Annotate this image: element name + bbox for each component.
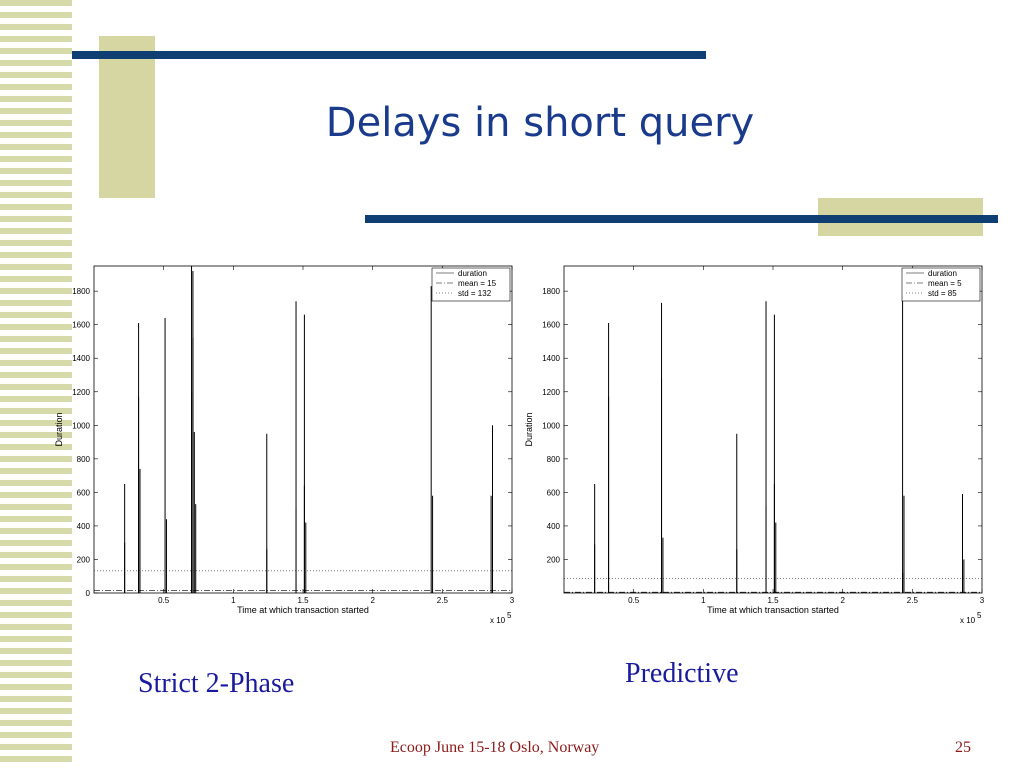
y-axis-label: Duration — [524, 412, 534, 446]
x-tick-label: 0.5 — [158, 596, 170, 605]
x-tick-label: 0.5 — [628, 596, 640, 605]
plot-frame — [563, 265, 983, 594]
slide-title: Delays in short query — [325, 100, 755, 146]
y-tick-label: 200 — [547, 555, 561, 564]
legend-label: duration — [928, 269, 957, 278]
y-tick-label: 1600 — [72, 321, 90, 330]
page-number: 25 — [955, 739, 971, 756]
footer-text: Ecoop June 15-18 Oslo, Norway — [390, 739, 600, 756]
x-multiplier-exponent: 5 — [507, 611, 512, 620]
y-tick-label: 600 — [547, 488, 561, 497]
x-multiplier-label: x 10 — [490, 616, 506, 625]
legend-label: std = 132 — [458, 289, 492, 298]
x-tick-label: 3 — [980, 596, 985, 605]
legend-label: duration — [458, 269, 487, 278]
x-tick-label: 2.5 — [907, 596, 919, 605]
x-multiplier-label: x 10 — [960, 616, 976, 625]
x-multiplier-exponent: 5 — [977, 611, 982, 620]
y-tick-label: 800 — [547, 455, 561, 464]
chart-strict-2-phase: 0 200 400 600 800 1000 1200 1400 1600 1800 0.5 1 1.5… — [54, 265, 515, 625]
x-tick-label: 1 — [231, 596, 236, 605]
caption-predictive: Predictive — [625, 658, 739, 689]
y-tick-label: 400 — [77, 522, 91, 531]
x-tick-label: 2.5 — [437, 596, 449, 605]
y-axis-label: Duration — [54, 412, 64, 446]
legend-box — [901, 267, 981, 302]
y-tick-label: 1000 — [542, 421, 560, 430]
decor-block-top-left — [99, 36, 155, 198]
accent-bar-middle — [365, 215, 998, 223]
x-tick-label: 3 — [510, 596, 515, 605]
x-tick-label: 1.5 — [297, 596, 309, 605]
legend-label: mean = 5 — [928, 279, 962, 288]
y-tick-label: 800 — [77, 455, 91, 464]
y-tick-label: 1200 — [542, 388, 560, 397]
legend-box — [431, 267, 511, 302]
legend-label: std = 85 — [928, 289, 957, 298]
y-tick-label: 400 — [547, 522, 561, 531]
y-tick-label: 600 — [77, 488, 91, 497]
legend-label: mean = 15 — [458, 279, 497, 288]
x-tick-label: 1.5 — [767, 596, 779, 605]
chart-predictive: 200 400 600 800 1000 1200 1400 1600 1800 0.5 1 1.5 2… — [524, 265, 985, 625]
y-tick-label: 1200 — [72, 388, 90, 397]
caption-strict-2-phase: Strict 2-Phase — [138, 668, 295, 699]
y-tick-label: 200 — [77, 555, 91, 564]
x-tick-label: 2 — [370, 596, 375, 605]
accent-bar-top — [72, 51, 706, 59]
y-tick-label: 1400 — [542, 354, 560, 363]
y-tick-label: 1800 — [72, 287, 90, 296]
y-tick-label: 1400 — [72, 354, 90, 363]
plot-frame — [93, 265, 513, 594]
y-tick-label: 1600 — [542, 321, 560, 330]
y-tick-label: 0 — [86, 589, 91, 598]
left-stripe-decoration — [0, 0, 72, 768]
x-tick-label: 1 — [701, 596, 706, 605]
y-tick-label: 1000 — [72, 421, 90, 430]
y-tick-label: 1800 — [542, 287, 560, 296]
x-tick-label: 2 — [840, 596, 845, 605]
x-axis-label: Time at which transaction started — [707, 605, 839, 615]
x-axis-label: Time at which transaction started — [237, 605, 369, 615]
